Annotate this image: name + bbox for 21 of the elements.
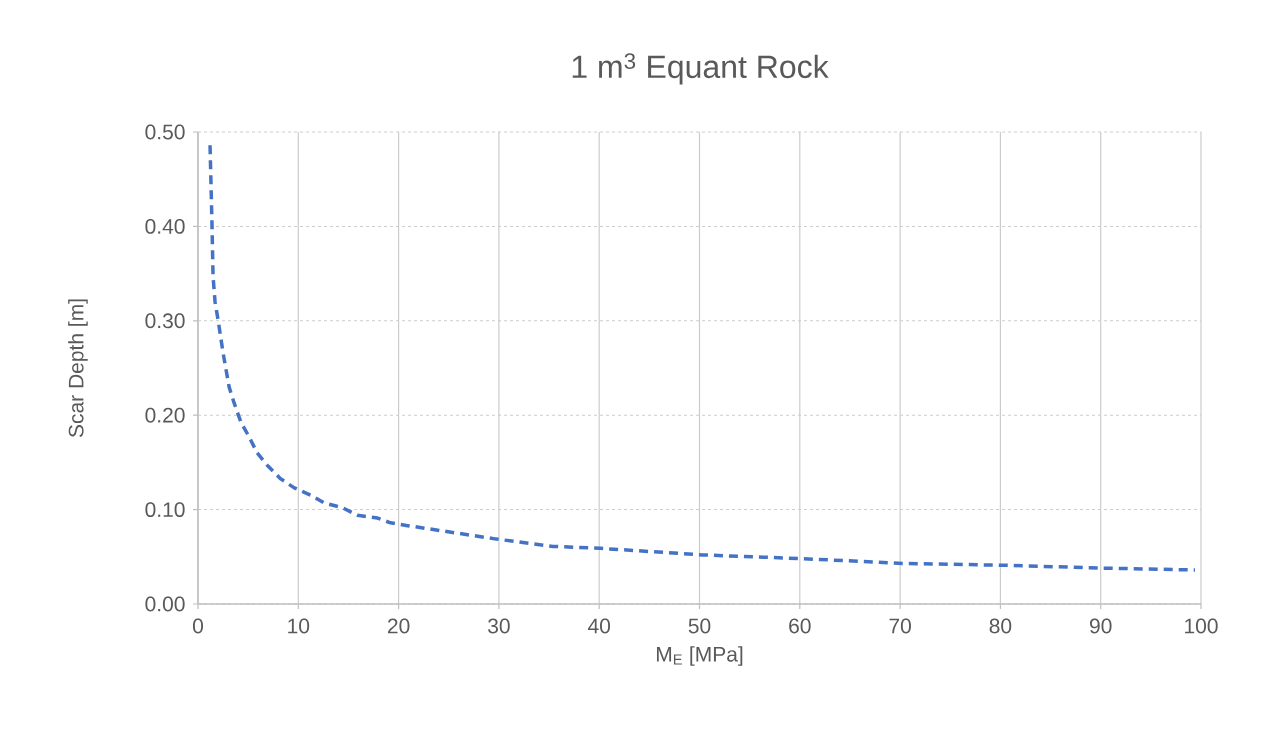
x-tick-label: 0: [192, 618, 204, 634]
y-tick-label: 0.30: [145, 313, 185, 329]
x-tick-label: 100: [1185, 618, 1218, 634]
y-tick-label: 0.40: [145, 218, 185, 234]
y-tick-label: 0.50: [145, 124, 185, 140]
x-tick-label: 50: [688, 618, 711, 634]
x-tick-label: 30: [488, 618, 510, 634]
x-tick-label: 80: [989, 618, 1012, 634]
x-tick-label: 90: [1090, 618, 1112, 634]
chart-title: 1 m$^{3}$ Equant Rock: [572, 53, 829, 85]
x-tick-label: 20: [387, 618, 410, 634]
x-tick-label: 70: [889, 618, 911, 634]
x-axis-title: M$_{E}$ [MPa]: [656, 646, 743, 666]
y-axis-title: Scar Depth [m]: [68, 299, 88, 438]
x-tick-label: 40: [588, 618, 611, 634]
y-tick-label: 0.00: [145, 596, 185, 612]
line-series: [208, 143, 1197, 572]
x-tick-label: 10: [288, 618, 310, 634]
x-tick-label: 60: [789, 618, 811, 634]
y-tick-label: 0.20: [145, 407, 185, 423]
y-tick-label: 0.10: [145, 502, 185, 518]
